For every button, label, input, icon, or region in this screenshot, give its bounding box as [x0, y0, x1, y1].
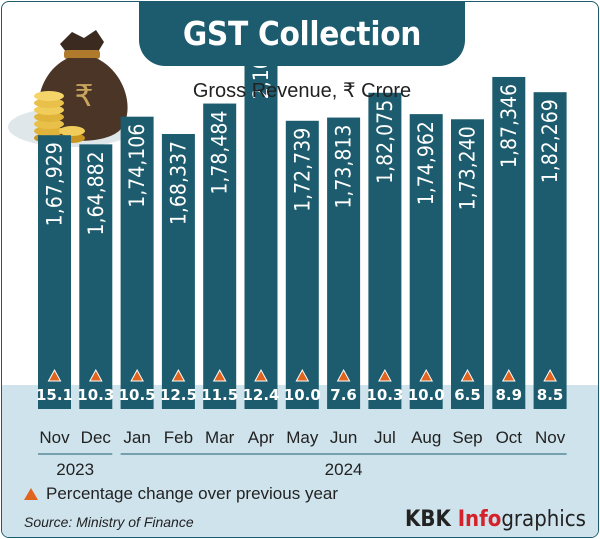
- month-tick-label: Mar: [205, 428, 235, 447]
- growth-triangle-icon: [88, 368, 103, 382]
- growth-triangle-icon: [419, 368, 434, 382]
- legend: Percentage change over previous year: [24, 484, 338, 504]
- revenue-bar: [327, 117, 361, 409]
- brand-part-graphics: graphics: [501, 507, 586, 532]
- chart-subtitle: Gross Revenue, ₹ Crore: [192, 80, 412, 102]
- revenue-value-label: 1,74,962: [414, 121, 438, 205]
- chart-ground-band: [2, 385, 598, 537]
- revenue-value-label: 1,82,075: [373, 100, 397, 184]
- month-tick-label: Apr: [248, 428, 275, 447]
- axis-layer: Nov Dec Jan Feb Mar Apr May Jun Jul Aug Sep Oct Nov 2…: [38, 428, 567, 479]
- growth-pct-label: 8.5: [537, 386, 564, 404]
- page-title: GST Collection: [139, 2, 465, 66]
- growth-pct-label: 6.5: [454, 386, 481, 404]
- growth-pct-label: 8.9: [496, 386, 523, 404]
- revenue-bar: [285, 120, 319, 410]
- revenue-bar: [533, 92, 567, 410]
- revenue-bar: [492, 76, 526, 409]
- revenue-bar: [244, 8, 278, 409]
- growth-pct-label: 15.1: [36, 386, 73, 404]
- revenue-value-label: 1,78,484: [208, 111, 232, 195]
- revenue-bar: [451, 119, 484, 409]
- growth-triangle-icon: [130, 368, 144, 382]
- rupee-icon: ₹: [74, 79, 93, 114]
- growth-pct-label: 10.0: [284, 386, 321, 404]
- month-tick-label: Sep: [452, 428, 482, 447]
- growth-triangle-icon: [171, 368, 186, 382]
- month-tick-label: Jul: [374, 428, 396, 447]
- brand-part-kbk: KBK: [405, 507, 458, 532]
- brand-part-info: Info: [457, 507, 502, 532]
- growth-pct-label: 10.3: [366, 386, 403, 404]
- growth-triangle-icon: [212, 368, 227, 382]
- revenue-bar: [409, 114, 443, 409]
- growth-triangle-icon: [336, 368, 351, 382]
- revenue-value-label: 1,68,337: [166, 141, 190, 225]
- month-tick-label: Jun: [330, 428, 357, 447]
- bars-layer: 1,67,929 15.1 1,64,882 10.3 1,74,106 10.5 1,68…: [36, 8, 567, 410]
- month-tick-label: Jan: [123, 428, 150, 447]
- revenue-value-label: 1,73,240: [456, 126, 480, 210]
- month-tick-label: Oct: [496, 428, 523, 447]
- month-tick-label: May: [286, 428, 319, 447]
- growth-triangle-icon: [378, 368, 392, 382]
- growth-triangle-icon: [47, 368, 62, 382]
- revenue-value-label: 1,64,882: [84, 151, 108, 235]
- revenue-bar: [161, 133, 195, 409]
- year-label: 2024: [325, 460, 363, 479]
- growth-pct-label: 10.3: [77, 386, 114, 404]
- month-tick-label: Aug: [411, 428, 441, 447]
- bag-top: [60, 30, 104, 52]
- revenue-bar: [120, 116, 154, 409]
- growth-triangle-icon: [254, 368, 268, 382]
- revenue-bar: [368, 92, 402, 410]
- revenue-value-label: 1,73,813: [332, 125, 356, 209]
- growth-triangle-icon: [543, 368, 557, 382]
- growth-triangle-icon: [460, 368, 475, 382]
- growth-pct-label: 12.4: [242, 386, 279, 404]
- revenue-value-label: 1,82,269: [538, 99, 562, 183]
- growth-pct-label: 12.5: [160, 386, 197, 404]
- month-tick-label: Nov: [535, 428, 566, 447]
- growth-triangle-icon: [24, 488, 38, 500]
- year-label: 2023: [56, 460, 94, 479]
- revenue-bar: [38, 135, 71, 409]
- growth-triangle-icon: [295, 368, 310, 382]
- month-tick-label: Nov: [39, 428, 70, 447]
- month-tick-label: Dec: [81, 428, 112, 447]
- brand-logo: KBK Infographics: [405, 507, 586, 532]
- growth-pct-label: 10.0: [408, 386, 445, 404]
- growth-triangle-icon: [501, 368, 516, 382]
- revenue-value-label: 1,74,106: [125, 124, 149, 208]
- legend-label: Percentage change over previous year: [46, 484, 339, 503]
- revenue-value-label: 1,87,346: [497, 84, 521, 168]
- revenue-value-label: 1,67,929: [43, 142, 67, 226]
- source-note: Source: Ministry of Finance: [24, 514, 194, 530]
- growth-pct-label: 7.6: [330, 386, 357, 404]
- revenue-bar: [79, 144, 113, 409]
- growth-pct-label: 10.5: [119, 386, 156, 404]
- revenue-value-label: 1,72,739: [290, 128, 314, 212]
- bag-tie: [64, 50, 100, 59]
- revenue-bar: [203, 103, 237, 409]
- growth-pct-label: 11.5: [201, 386, 238, 404]
- month-tick-label: Feb: [164, 428, 193, 447]
